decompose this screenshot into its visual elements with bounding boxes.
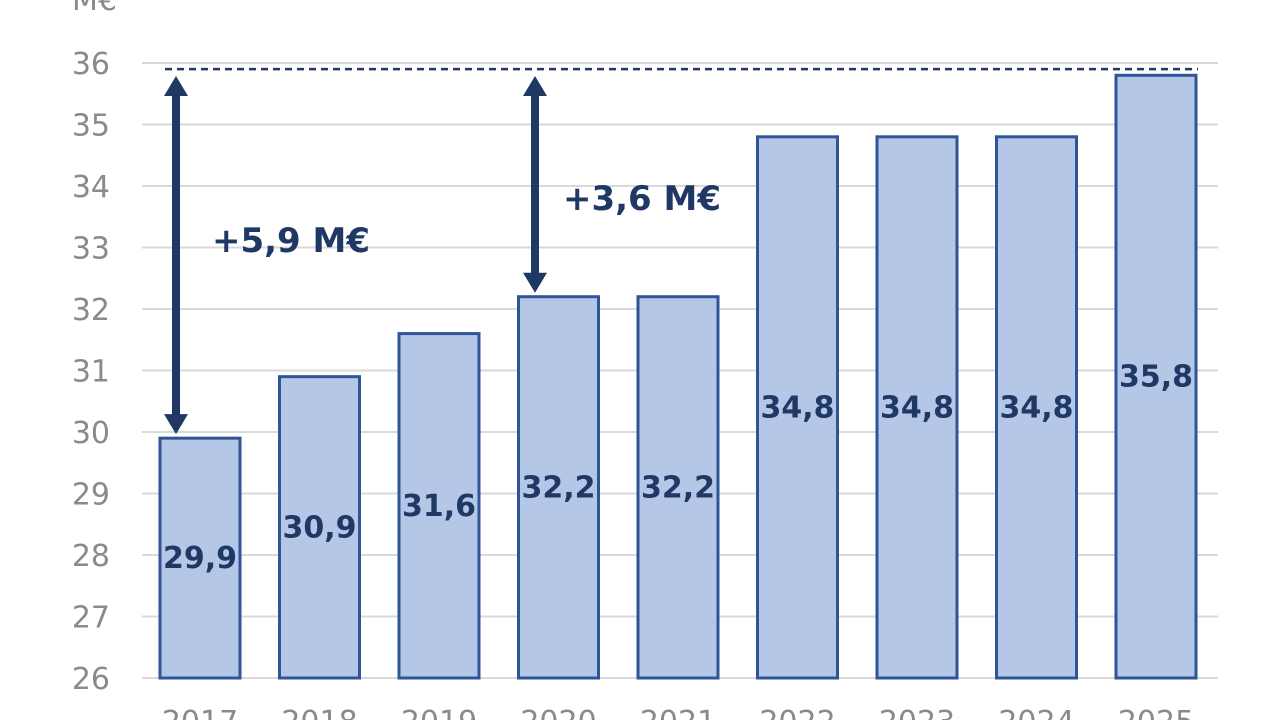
data-label: 30,9 xyxy=(282,510,356,545)
y-tick-label: 34 xyxy=(72,170,110,205)
x-tick-label: 2023 xyxy=(879,705,955,720)
bar xyxy=(397,332,481,680)
bar xyxy=(875,135,959,680)
x-tick-label: 2019 xyxy=(401,705,477,720)
arrow-head-down xyxy=(523,272,547,293)
y-tick-label: 28 xyxy=(72,539,110,574)
annotation-label: +5,9 M€ xyxy=(212,221,370,261)
x-tick-label: 2020 xyxy=(520,705,596,720)
y-unit-label: M€ xyxy=(72,0,117,18)
data-label: 34,8 xyxy=(999,390,1073,425)
y-tick-label: 31 xyxy=(72,355,110,390)
y-tick-label: 29 xyxy=(72,478,110,513)
annotation-arrow xyxy=(523,76,547,293)
x-tick-label: 2021 xyxy=(640,705,716,720)
x-tick-label: 2017 xyxy=(162,705,238,720)
data-label: 34,8 xyxy=(880,390,954,425)
y-tick-label: 27 xyxy=(72,601,110,636)
bar xyxy=(1114,73,1198,680)
y-tick-label: 32 xyxy=(72,293,110,328)
bar xyxy=(158,436,242,680)
arrow-head-down xyxy=(164,414,188,435)
bar xyxy=(995,135,1078,680)
x-tick-label: 2024 xyxy=(998,705,1074,720)
y-tick-label: 36 xyxy=(72,47,110,82)
y-tick-labels: 26 27 28 29 30 31 32 33 34 35 36 xyxy=(72,47,110,697)
x-tick-label: 2022 xyxy=(759,705,835,720)
data-label: 32,2 xyxy=(521,470,595,505)
bar xyxy=(756,135,839,680)
annotation-label: +3,6 M€ xyxy=(563,179,721,219)
x-tick-label: 2018 xyxy=(281,705,357,720)
y-tick-label: 35 xyxy=(72,109,110,144)
data-label: 34,8 xyxy=(760,390,834,425)
data-label: 35,8 xyxy=(1119,360,1193,395)
annotation-arrow xyxy=(164,76,188,435)
data-label: 32,2 xyxy=(641,470,715,505)
bars: 29,9 30,9 31,6 32,2 32,2 34,8 34,8 34,8 35,8 xyxy=(158,73,1198,680)
bar xyxy=(517,295,600,680)
data-label: 31,6 xyxy=(402,489,476,524)
y-tick-label: 33 xyxy=(72,232,110,267)
data-label: 29,9 xyxy=(163,541,237,576)
y-tick-label: 30 xyxy=(72,416,110,451)
x-tick-labels: 2017 2018 2019 2020 2021 2022 2023 2024 2025 xyxy=(162,705,1194,720)
annotation-arrows: +5,9 M€ +3,6 M€ xyxy=(164,76,721,435)
x-tick-label: 2025 xyxy=(1118,705,1194,720)
arrow-head-up xyxy=(523,76,547,96)
bar xyxy=(278,375,361,680)
bar xyxy=(636,295,720,680)
y-tick-label: 26 xyxy=(72,662,110,697)
arrow-head-up xyxy=(164,76,188,96)
